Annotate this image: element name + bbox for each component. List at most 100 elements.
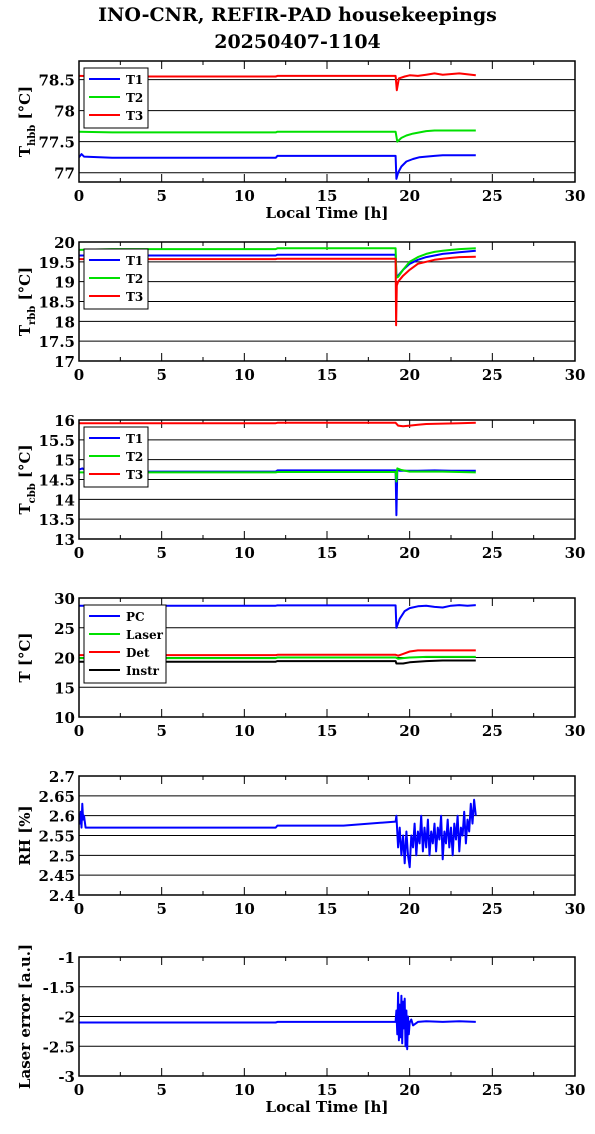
- series-line-t3: [79, 421, 476, 428]
- x-tick-label: 30: [565, 366, 586, 384]
- y-tick-label: 2.45: [38, 867, 75, 885]
- y-tick-label: -3: [58, 1068, 75, 1086]
- x-tick-label: 20: [399, 900, 420, 918]
- y-tick-label: 2.65: [38, 788, 75, 806]
- x-tick-label: 15: [317, 544, 338, 562]
- y-tick-label: 30: [54, 590, 75, 608]
- x-tick-label: 20: [399, 187, 420, 205]
- y-tick-label: 13: [54, 531, 75, 549]
- legend-label: T1: [126, 432, 143, 446]
- y-tick-label: 15.5: [38, 432, 75, 450]
- y-tick-label: 78.5: [38, 72, 75, 90]
- x-axis-label: Local Time [h]: [266, 204, 389, 222]
- y-tick-label: -2: [58, 1009, 75, 1027]
- y-tick-label: 2.4: [49, 887, 75, 905]
- x-tick-label: 0: [74, 722, 84, 740]
- series-line-t1: [79, 153, 476, 180]
- plot-frame: [78, 775, 576, 896]
- y-axis-label-unit: [°C]: [16, 267, 34, 306]
- y-axis-label-unit: [°C]: [16, 444, 34, 483]
- x-tick-label: 0: [74, 187, 84, 205]
- y-tick-label: 18.5: [38, 294, 75, 312]
- series-group: [79, 247, 476, 327]
- series-line-t2: [79, 467, 476, 483]
- y-tick-label: 2.5: [49, 847, 75, 865]
- x-tick-label: 15: [317, 366, 338, 384]
- series-line-det: [79, 649, 476, 657]
- x-tick-label: 15: [317, 722, 338, 740]
- y-tick-label: 18: [54, 313, 75, 331]
- series-line-1: [79, 798, 477, 869]
- x-tick-label: 15: [317, 1081, 338, 1099]
- legend-label: PC: [126, 610, 145, 624]
- x-tick-label: 25: [482, 1081, 503, 1099]
- plot-frame: [78, 419, 576, 540]
- y-tick-label: 25: [54, 620, 75, 638]
- y-tick-label: 20: [54, 234, 75, 252]
- series-group: [79, 72, 476, 180]
- y-axis-label: Laser error [a.u.]: [16, 944, 34, 1089]
- x-tick-label: 5: [156, 366, 166, 384]
- x-tick-label: 30: [565, 1081, 586, 1099]
- x-tick-label: 25: [482, 722, 503, 740]
- series-group: [79, 798, 477, 869]
- plot-frame: [78, 60, 576, 183]
- legend: T1 T2 T3: [83, 426, 149, 488]
- x-tick-label: 25: [482, 187, 503, 205]
- chart-panel-1: 77 77.5 78 78.5 0 5 10 15 20 25 30 Local Time [h] Th…: [16, 60, 585, 222]
- series-line-t2: [79, 247, 476, 279]
- y-tick-label: 13.5: [38, 511, 75, 529]
- chart-panel-6: -3 -2.5 -2 -1.5 -1 0 5 10 15 20 25 30 Local Time [h]…: [16, 944, 585, 1116]
- x-tick-label: 25: [482, 900, 503, 918]
- y-axis-label: T [°C]: [16, 632, 34, 682]
- legend-label: T1: [126, 73, 143, 87]
- y-tick-label: -1: [58, 949, 75, 967]
- y-axis-label: RH [%]: [16, 805, 34, 865]
- x-tick-label: 25: [482, 544, 503, 562]
- y-tick-label: 17: [54, 353, 75, 371]
- x-tick-label: 20: [399, 544, 420, 562]
- legend-label: T2: [126, 272, 143, 286]
- x-tick-label: 0: [74, 366, 84, 384]
- legend-label: T2: [126, 91, 143, 105]
- x-tick-label: 20: [399, 1081, 420, 1099]
- y-tick-label: 19.5: [38, 254, 75, 272]
- chart-title: INO-CNR, REFIR-PAD housekeepings: [98, 4, 497, 26]
- y-tick-label: 77: [54, 165, 75, 183]
- y-axis-label: Trbb [°C]: [16, 267, 38, 336]
- legend: T1 T2 T3: [83, 67, 149, 129]
- y-tick-label: 17.5: [38, 333, 75, 351]
- x-axis-label: Local Time [h]: [266, 1098, 389, 1116]
- y-tick-label: 78: [54, 103, 75, 121]
- y-axis-label-sub: cbb: [27, 483, 38, 503]
- chart-subtitle: 20250407-1104: [214, 31, 381, 53]
- x-tick-label: 0: [74, 900, 84, 918]
- x-tick-label: 5: [156, 722, 166, 740]
- plot-frame: [78, 241, 576, 362]
- legend-label: Laser: [126, 628, 164, 642]
- chart-panel-5: 2.4 2.45 2.52.55 2.6 2.65 2.7 0 5 10 15 20 25 30 RH […: [16, 768, 585, 918]
- legend-label: T2: [126, 450, 143, 464]
- series-line-1: [79, 991, 476, 1051]
- x-tick-label: 30: [565, 544, 586, 562]
- x-tick-label: 10: [234, 544, 255, 562]
- y-tick-label: 19: [54, 274, 75, 292]
- x-tick-label: 20: [399, 366, 420, 384]
- y-tick-label: 20: [54, 650, 75, 668]
- x-tick-label: 5: [156, 187, 166, 205]
- y-tick-label: 2.7: [49, 768, 75, 786]
- series-line-t2: [79, 129, 476, 143]
- legend: PC Laser Det Instr: [83, 604, 167, 684]
- y-tick-label: 15: [54, 452, 75, 470]
- y-tick-label: -2.5: [43, 1038, 75, 1056]
- y-axis-label-sub: rbb: [27, 306, 38, 325]
- x-tick-label: 10: [234, 187, 255, 205]
- legend-label: T3: [126, 468, 143, 482]
- y-tick-label: 16: [54, 412, 75, 430]
- x-tick-label: 5: [156, 544, 166, 562]
- y-tick-label: 2.6: [49, 808, 75, 826]
- x-tick-label: 30: [565, 900, 586, 918]
- legend-label: Instr: [126, 664, 160, 678]
